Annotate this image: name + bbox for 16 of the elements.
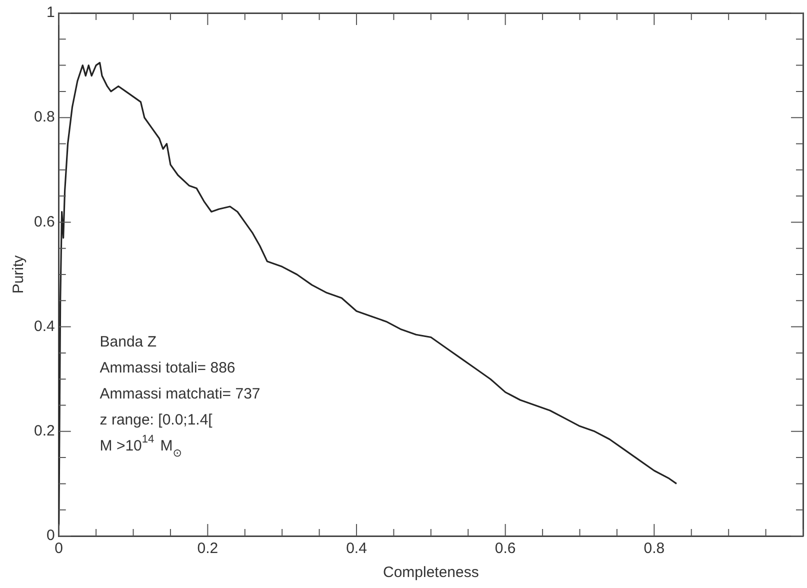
y-tick-label: 0.2: [34, 422, 55, 440]
y-tick-label: 0: [46, 527, 55, 544]
x-tick-label: 0.4: [346, 540, 367, 558]
x-tick-label: 0.2: [197, 540, 218, 558]
annotation: Ammassi matchati= 737: [100, 386, 260, 403]
x-axis-title: Completeness: [382, 564, 479, 582]
y-tick-label: 0.4: [34, 318, 55, 335]
y-axis-title: Purity: [10, 254, 28, 294]
y-tick-label: 1: [46, 4, 55, 22]
annotation: z range: [0.0;1.4[: [100, 412, 214, 429]
annotation: Banda Z: [100, 334, 156, 351]
annotation: Ammassi totali= 886: [100, 360, 236, 377]
x-tick-label: 0.8: [644, 540, 665, 558]
x-tick-label: 0.6: [494, 540, 516, 558]
y-tick-label: 0.6: [34, 213, 55, 230]
y-tick-label: 0.8: [34, 108, 55, 126]
